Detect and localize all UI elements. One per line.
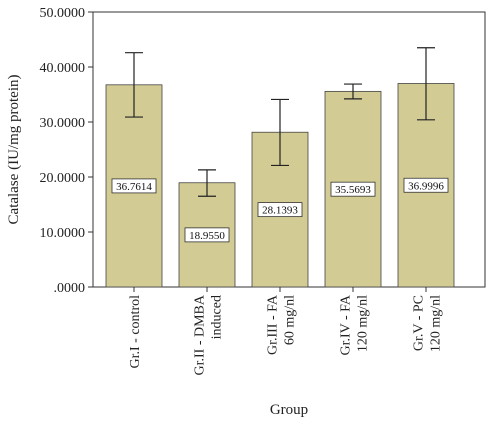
x-axis: Gr.I - control Gr.II - DMBA induced Gr.III … bbox=[128, 287, 444, 376]
y-tick-label: .0000 bbox=[54, 281, 86, 296]
data-label-box bbox=[111, 178, 157, 194]
x-tick-label: 60 mg/nl bbox=[283, 295, 298, 345]
x-tick-label: 120 mg/nl bbox=[356, 295, 371, 352]
y-tick-label: 20.0000 bbox=[40, 171, 86, 186]
y-tick-label: 10.0000 bbox=[40, 226, 86, 241]
data-label: 36.7614 bbox=[116, 181, 152, 193]
x-tick-label: Gr.V - PC bbox=[412, 295, 427, 351]
x-tick-label: Gr.III - FA bbox=[266, 294, 281, 355]
data-labels: 36.7614 18.9550 28.1393 35.5693 36.9996 bbox=[111, 177, 449, 243]
x-tick-label: Gr.II - DMBA bbox=[193, 294, 208, 375]
x-tick-label: 120 mg/nl bbox=[429, 295, 444, 352]
data-label-box bbox=[403, 177, 449, 193]
y-tick-label: 50.0000 bbox=[40, 6, 86, 21]
x-tick-label: Gr.I - control bbox=[128, 295, 143, 369]
data-label-box bbox=[257, 202, 303, 218]
y-axis-title: Catalase (IU/mg protein) bbox=[6, 75, 22, 225]
data-label: 36.9996 bbox=[408, 180, 444, 192]
data-label-box bbox=[184, 227, 230, 243]
x-tick-label: induced bbox=[210, 295, 225, 339]
data-label: 18.9550 bbox=[189, 230, 225, 242]
error-bars bbox=[125, 47, 435, 197]
data-label: 28.1393 bbox=[262, 205, 298, 217]
y-tick-label: 30.0000 bbox=[40, 116, 86, 131]
data-label: 35.5693 bbox=[335, 184, 371, 196]
data-label-box bbox=[330, 181, 376, 197]
y-tick-label: 40.0000 bbox=[40, 61, 86, 76]
x-tick-label: Gr.IV - FA bbox=[339, 294, 354, 355]
y-axis: .0000 10.0000 20.0000 30.0000 40.0000 50.0000 bbox=[40, 6, 93, 296]
x-axis-title: Group bbox=[270, 402, 308, 418]
